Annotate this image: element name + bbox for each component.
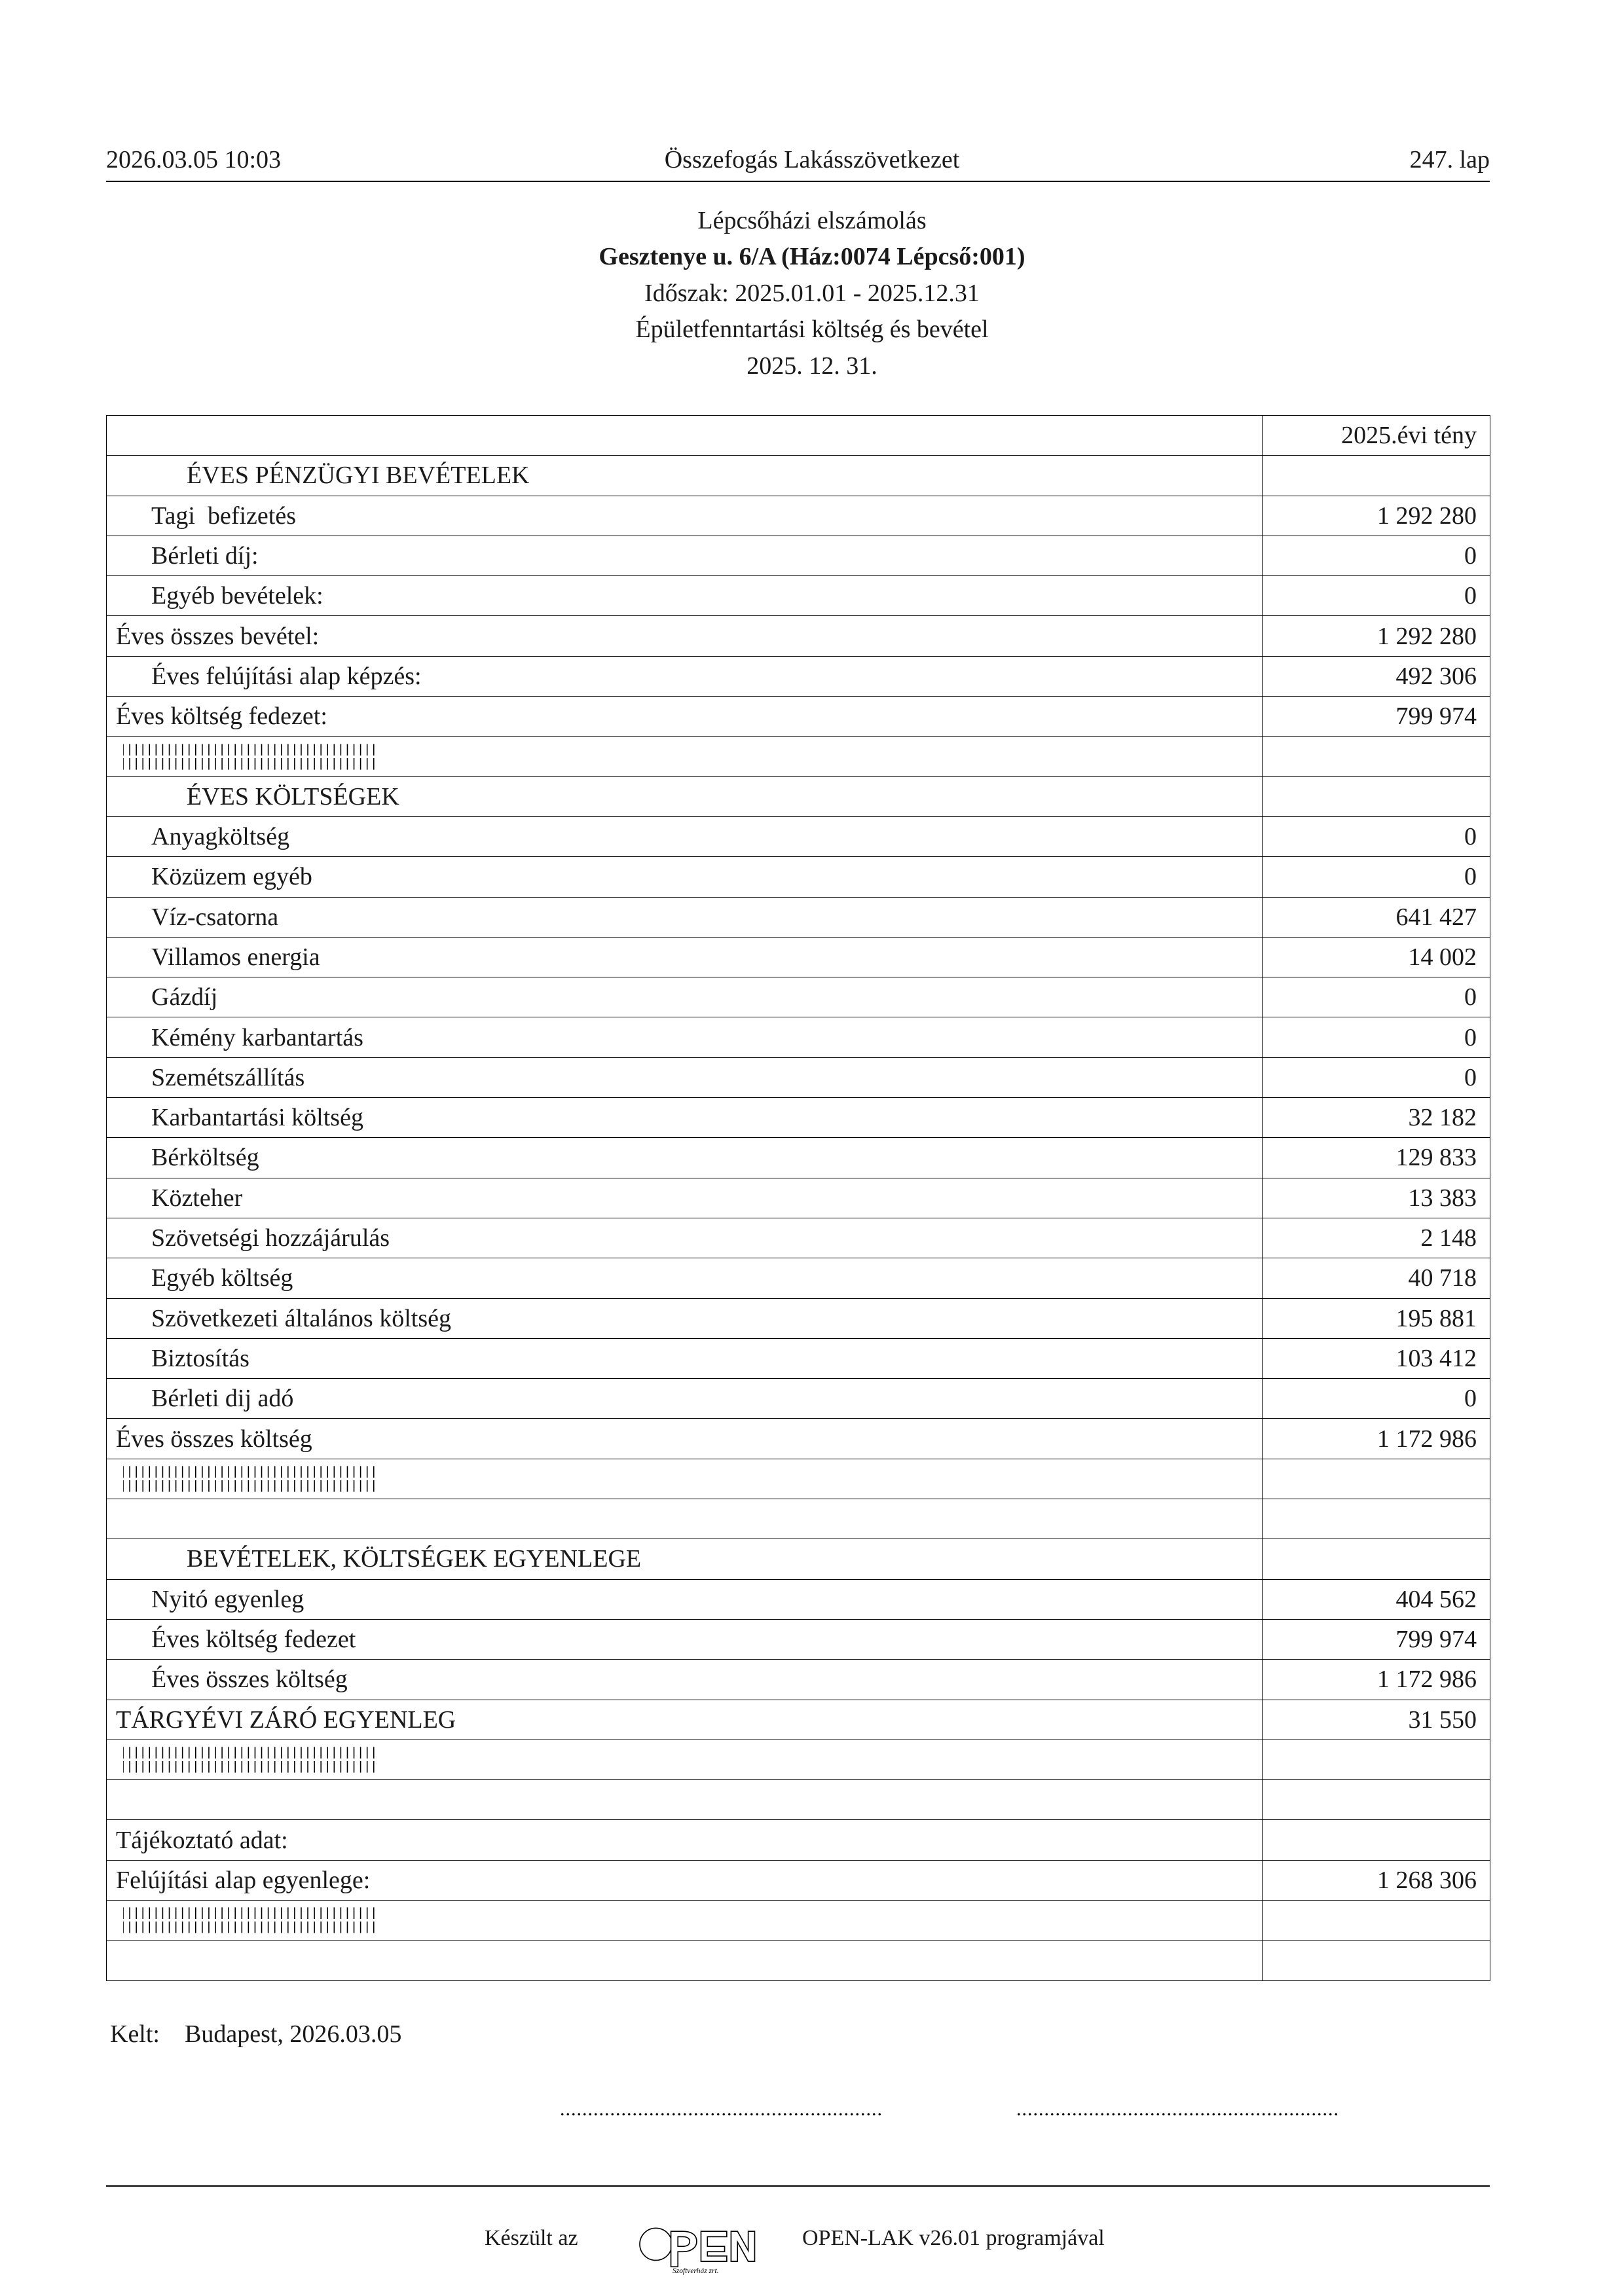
svg-text:Szoftverház zrt.: Szoftverház zrt. xyxy=(673,2267,719,2275)
